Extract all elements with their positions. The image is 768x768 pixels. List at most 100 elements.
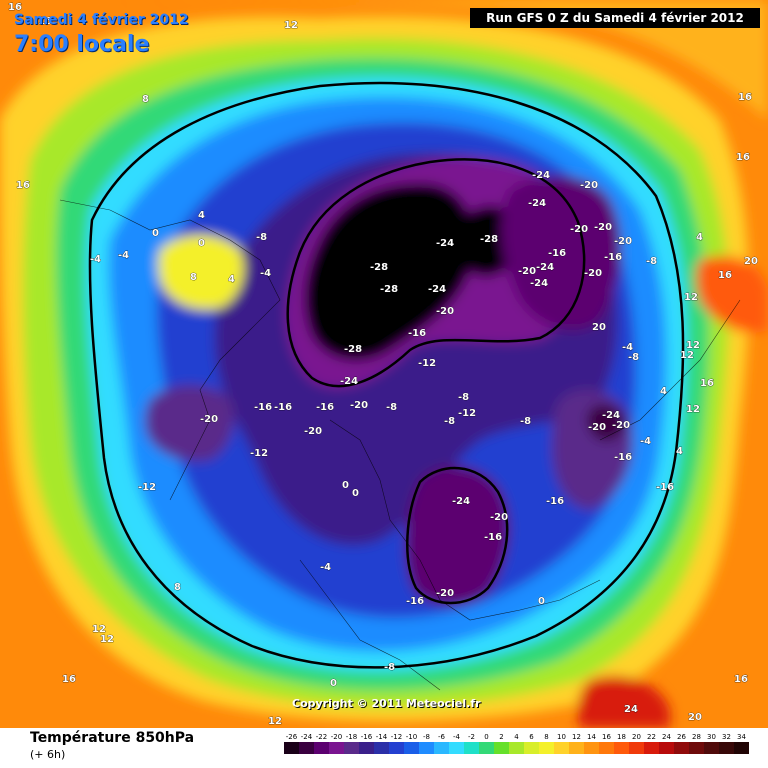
isotherm-label: 16	[734, 674, 748, 685]
isotherm-label: -12	[418, 358, 436, 369]
isotherm-label: -24	[536, 262, 554, 273]
legend-swatch	[479, 742, 494, 754]
isotherm-label: 8	[190, 272, 197, 283]
legend-swatch	[314, 742, 329, 754]
isotherm-label: -4	[260, 268, 271, 279]
legend-tick: 20	[632, 733, 641, 741]
legend-swatch	[539, 742, 554, 754]
legend-tick: -26	[286, 733, 298, 741]
isotherm-label: -8	[384, 662, 395, 673]
isotherm-label: 12	[686, 340, 700, 351]
legend-swatch	[464, 742, 479, 754]
isotherm-label: 16	[8, 2, 22, 13]
isotherm-label: 16	[700, 378, 714, 389]
legend-swatch	[674, 742, 689, 754]
legend-swatch	[389, 742, 404, 754]
isotherm-label: 8	[142, 94, 149, 105]
legend-tick: -24	[301, 733, 313, 741]
color-legend: -26 -24 -22 -20 -18 -16 -14 -12 -10 -8 -6 -4 -2 0 2 4 6 8…	[284, 733, 749, 754]
isotherm-label: -20	[304, 426, 322, 437]
isotherm-label: -16	[274, 402, 292, 413]
isotherm-label: -24	[602, 410, 620, 421]
isotherm-label: -20	[570, 224, 588, 235]
isotherm-label: -4	[320, 562, 331, 573]
legend-tick: 10	[557, 733, 566, 741]
legend-swatch	[569, 742, 584, 754]
legend-swatch	[659, 742, 674, 754]
isotherm-label: -16	[656, 482, 674, 493]
legend-swatch	[554, 742, 569, 754]
isotherm-label: 12	[680, 350, 694, 361]
isotherm-label: 16	[736, 152, 750, 163]
legend-swatch	[599, 742, 614, 754]
legend-tick: 32	[722, 733, 731, 741]
isotherm-label: -20	[594, 222, 612, 233]
isotherm-label: -28	[380, 284, 398, 295]
legend-tick: -20	[331, 733, 342, 741]
isotherm-label: -16	[614, 452, 632, 463]
legend-tick: 18	[617, 733, 626, 741]
isotherm-label: 12	[684, 292, 698, 303]
legend-swatch	[629, 742, 644, 754]
isotherm-label: -12	[250, 448, 268, 459]
isotherm-label: -8	[386, 402, 397, 413]
isotherm-label: 12	[92, 624, 106, 635]
isotherm-label: -24	[340, 376, 358, 387]
legend-swatch	[644, 742, 659, 754]
copyright: Copyright © 2011 Meteociel.fr	[292, 697, 481, 710]
legend-swatch	[509, 742, 524, 754]
isotherm-label: 24	[624, 704, 638, 715]
legend-tick: 30	[707, 733, 716, 741]
isotherm-label: 20	[688, 712, 702, 723]
isotherm-label: -20	[584, 268, 602, 279]
isotherm-label: -16	[406, 596, 424, 607]
legend-tick: -10	[406, 733, 417, 741]
legend-swatch	[704, 742, 719, 754]
legend-tick: 22	[647, 733, 656, 741]
isotherm-label: -16	[548, 248, 566, 259]
legend-tick: 12	[572, 733, 581, 741]
isotherm-label: 20	[744, 256, 758, 267]
isotherm-label: 16	[718, 270, 732, 281]
isotherm-label: 0	[352, 488, 359, 499]
isotherm-lines	[88, 81, 685, 669]
legend-tick: 14	[587, 733, 596, 741]
legend-swatch	[449, 742, 464, 754]
isotherm-label: 16	[38, 16, 52, 27]
isotherm-label: -12	[138, 482, 156, 493]
isotherm-label: -4	[622, 342, 633, 353]
isotherm-label: 12	[284, 20, 298, 31]
isotherm-label: -24	[528, 198, 546, 209]
isotherm-label: -24	[428, 284, 446, 295]
isotherm-label: 12	[268, 716, 282, 727]
isotherm-label: -24	[452, 496, 470, 507]
legend-tick: 34	[737, 733, 746, 741]
legend-tick: 0	[484, 733, 488, 741]
isotherm-label: -16	[316, 402, 334, 413]
isotherm-label: -16	[254, 402, 272, 413]
isotherm-label: -20	[350, 400, 368, 411]
isotherm-label: 4	[198, 210, 205, 221]
isotherm-label: -8	[628, 352, 639, 363]
legend-swatch	[719, 742, 734, 754]
isotherm-label: -8	[646, 256, 657, 267]
legend-tick: 24	[662, 733, 671, 741]
legend-tick: 6	[529, 733, 534, 741]
coastlines	[59, 199, 741, 691]
legend-swatch	[284, 742, 299, 754]
isotherm-label: 16	[738, 92, 752, 103]
legend-swatch	[329, 742, 344, 754]
legend-tick: 8	[544, 733, 548, 741]
isotherm-label: -4	[90, 254, 101, 265]
isotherm-label: 0	[330, 678, 337, 689]
isotherm-label: -20	[612, 420, 630, 431]
legend-swatch	[434, 742, 449, 754]
legend-tick: -2	[468, 733, 475, 741]
isotherm-label: 12	[100, 634, 114, 645]
isotherm-label: 12	[686, 404, 700, 415]
legend-swatch	[374, 742, 389, 754]
isotherm-label: 4	[228, 274, 235, 285]
isotherm-label: 8	[174, 582, 181, 593]
isotherm-label: -24	[532, 170, 550, 181]
